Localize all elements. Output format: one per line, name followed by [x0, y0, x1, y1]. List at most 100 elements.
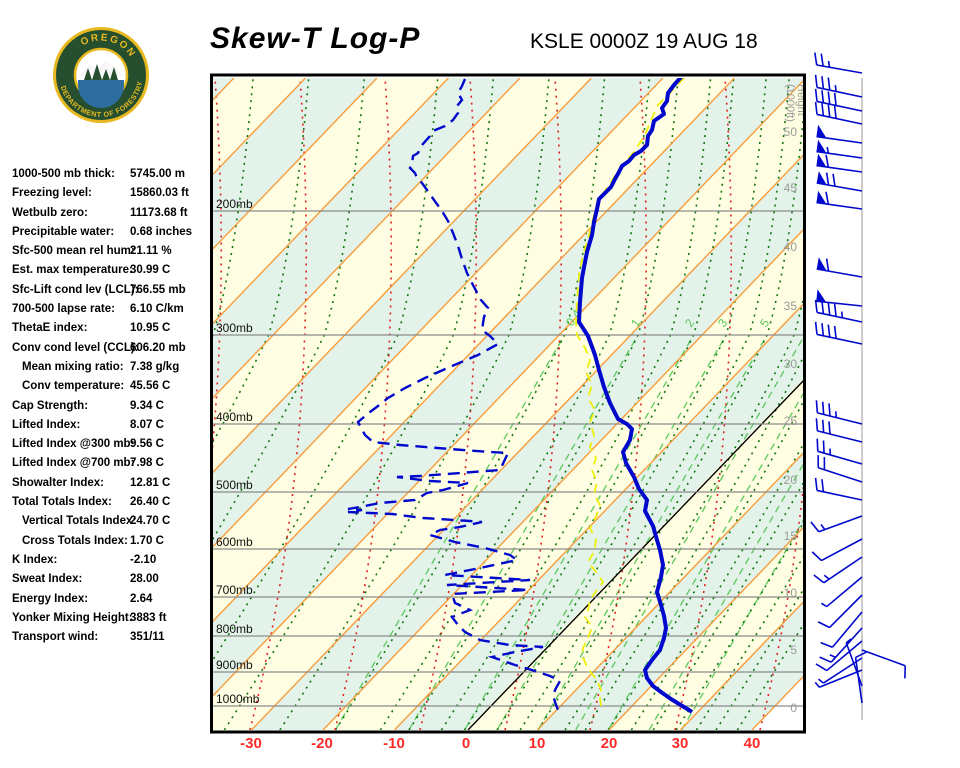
- index-label: K Index:: [12, 553, 58, 566]
- wind-barb-full: [825, 154, 830, 168]
- index-row: Vertical Totals Index: 24.70 C: [10, 513, 212, 532]
- index-label: Freezing level:: [12, 187, 92, 200]
- saturation-line-dotted: [715, 588, 803, 730]
- index-row: Conv temperature: 45.56 C: [10, 378, 212, 397]
- isotherm-line: [213, 78, 521, 399]
- isotherm-line: [536, 452, 803, 730]
- mixing-ratio-dashed-line: [648, 463, 803, 730]
- wind-barb: [815, 640, 863, 672]
- wind-barb: [816, 438, 863, 465]
- mixing-ratio-dashed-line: [537, 334, 768, 730]
- temp-axis-tick-label: 40: [744, 735, 761, 752]
- wind-barb-half: [829, 448, 832, 455]
- isotherm-line: [213, 78, 235, 101]
- wind-barb-half: [829, 654, 836, 659]
- index-row: Freezing level: 15860.03 ft: [10, 185, 212, 204]
- wind-barb: [815, 418, 863, 443]
- wind-barb-staff: [818, 467, 863, 483]
- wind-barb: [817, 455, 863, 483]
- wind-barb-staff: [817, 450, 863, 465]
- wind-barb-half: [814, 681, 820, 688]
- pressure-label: 200mb: [216, 197, 253, 211]
- wind-barb-pennant: [816, 190, 827, 204]
- index-row: Showalter Index: 12.81 C: [10, 475, 212, 494]
- wind-barb-staff: [817, 430, 863, 443]
- index-value: 15860.03 ft: [130, 187, 189, 200]
- index-row: Yonker Mixing Height: 3883 ft: [10, 610, 212, 629]
- height-tick-label: 25: [784, 414, 798, 428]
- height-tick-label: 5: [790, 643, 797, 657]
- wind-barb: [813, 556, 863, 584]
- saturation-line-dotted: [564, 296, 803, 730]
- index-value: 21.11 %: [130, 245, 172, 258]
- wind-barb-staff: [816, 150, 863, 159]
- wind-barb-full: [822, 440, 825, 454]
- saturation-line-dotted: [440, 78, 712, 730]
- wind-barb-pennant: [816, 153, 827, 167]
- wind-barb-staff: [861, 649, 906, 667]
- height-tick-label: 15: [784, 529, 798, 543]
- pressure-label: 800mb: [216, 622, 253, 636]
- temp-axis-tick-label: -10: [383, 735, 405, 752]
- wind-barb-full: [833, 105, 837, 119]
- pressure-label: 500mb: [216, 478, 253, 492]
- wind-barb-half: [827, 60, 831, 68]
- index-value: 45.56 C: [130, 380, 171, 393]
- zero-isotherm-line: [467, 380, 803, 730]
- temp-axis-tick-label: 30: [672, 735, 689, 752]
- wind-barb-full: [821, 419, 825, 433]
- wind-barb-full: [814, 321, 818, 335]
- wind-barb-full: [833, 325, 837, 339]
- index-row: Total Totals Index: 26.40 C: [10, 494, 212, 513]
- index-value: 11173.68 ft: [130, 206, 188, 219]
- pressure-label: 900mb: [216, 658, 253, 672]
- wind-barb: [816, 171, 863, 192]
- index-value: 2.64: [130, 592, 153, 605]
- wind-barb: [816, 124, 863, 144]
- wind-barb-staff: [854, 657, 863, 704]
- wind-barb-staff: [826, 576, 863, 608]
- wind-barb-full: [820, 641, 833, 648]
- index-label: Conv temperature:: [22, 380, 125, 393]
- index-row: Lifted Index @300 mb: 9.56 C: [10, 436, 212, 455]
- wind-barb-half: [835, 411, 838, 418]
- height-axis-title: Height: [795, 84, 807, 116]
- index-label: 1000-500 mb thick:: [12, 168, 115, 180]
- mixing-ratio-dashed-line: [575, 336, 803, 730]
- saturation-line-dotted: [607, 400, 803, 730]
- wind-barb: [811, 538, 863, 562]
- index-label: Cap Strength:: [12, 399, 89, 412]
- index-row: 1000-500 mb thick: 5745.00 m: [10, 166, 212, 185]
- index-label: Yonker Mixing Height:: [12, 611, 133, 624]
- wind-barb-full: [832, 173, 836, 187]
- wind-barb-half: [820, 602, 828, 608]
- mixing-ratio-dashed-line: [496, 334, 727, 730]
- wind-barb-full: [855, 651, 868, 659]
- index-label: Precipitable water:: [12, 225, 115, 238]
- index-label: ThetaE index:: [12, 322, 88, 335]
- index-value: 1.70 C: [130, 534, 164, 547]
- wind-barb: [814, 74, 863, 98]
- saturation-line-dotted: [695, 555, 803, 730]
- height-tick-label: 30: [784, 357, 798, 371]
- wind-barb-staff: [816, 86, 863, 98]
- pressure-label: 1000mb: [216, 692, 260, 706]
- temp-axis-tick-label: 0: [462, 735, 470, 752]
- wind-barb-half: [820, 524, 826, 531]
- wind-barb-staff: [816, 182, 863, 192]
- wind-barb: [820, 611, 863, 648]
- wind-barb-full: [816, 438, 819, 452]
- pressure-label: 400mb: [216, 410, 253, 424]
- mixing-ratio-dashed-line: [607, 392, 803, 730]
- index-label: Lifted Index @300 mb:: [12, 438, 135, 451]
- wind-barb-staff: [845, 642, 863, 687]
- isotherm-line: [213, 78, 378, 250]
- index-value: 30.99 C: [130, 264, 171, 277]
- index-row: Sfc-500 mean rel hum: 21.11 %: [10, 243, 212, 262]
- wind-barb-full: [817, 621, 830, 629]
- isotherm-line: [213, 78, 735, 623]
- wind-barb: [814, 321, 863, 345]
- index-value: 5745.00 m: [130, 168, 185, 180]
- wind-barb: [816, 153, 863, 173]
